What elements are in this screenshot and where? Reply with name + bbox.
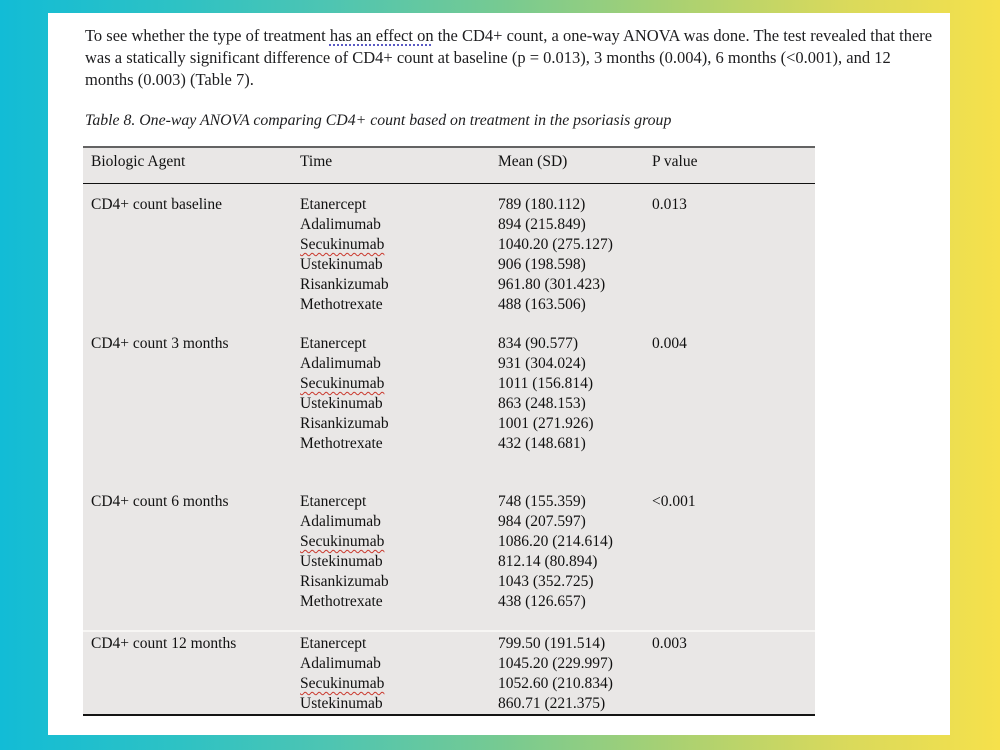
mean-sd-value: 1011 (156.814) bbox=[498, 375, 593, 392]
treatment-name: Secukinumab bbox=[300, 235, 490, 255]
table-header-row: Biologic Agent Time Mean (SD) P value bbox=[83, 148, 815, 184]
mean-sd-value: 860.71 (221.375) bbox=[498, 695, 606, 712]
paragraph-text-before: To see whether the type of treatment bbox=[85, 26, 330, 45]
treatment-name: Risankizumab bbox=[300, 573, 389, 590]
section-label: CD4+ count 12 months bbox=[91, 635, 237, 652]
document-page: To see whether the type of treatment has… bbox=[48, 13, 950, 735]
treatment-name: Ustekinumab bbox=[300, 395, 383, 412]
mean-sd-value: 748 (155.359) bbox=[498, 493, 586, 510]
treatment-name: Etanercept bbox=[300, 196, 367, 213]
section-label: CD4+ count 6 months bbox=[91, 493, 229, 510]
treatment-name: Adalimumab bbox=[300, 655, 381, 672]
paragraph-text-after: the CD4+ count, a one-way ANOVA was done… bbox=[85, 26, 933, 89]
treatment-name: Etanercept bbox=[300, 493, 367, 510]
header-p-value: P value bbox=[652, 153, 698, 170]
header-time: Time bbox=[300, 153, 333, 170]
table-section-12-months: CD4+ count 12 months Etanercept Adalimum… bbox=[83, 630, 815, 714]
mean-sd-value: 984 (207.597) bbox=[498, 513, 586, 530]
section-label: CD4+ count baseline bbox=[91, 196, 222, 213]
mean-sd-value: 438 (126.657) bbox=[498, 593, 586, 610]
treatment-name: Etanercept bbox=[300, 335, 367, 352]
misspelled-word: Secukinumab bbox=[300, 533, 385, 550]
table-caption: Table 8. One-way ANOVA comparing CD4+ co… bbox=[85, 112, 672, 129]
header-biologic-agent: Biologic Agent bbox=[91, 153, 186, 170]
mean-sd-value: 1052.60 (210.834) bbox=[498, 675, 613, 692]
misspelled-word: Secukinumab bbox=[300, 675, 385, 692]
grammar-flagged-phrase: has an effect on bbox=[329, 26, 434, 45]
mean-sd-value: 863 (248.153) bbox=[498, 395, 586, 412]
mean-sd-value: 931 (304.024) bbox=[498, 355, 586, 372]
mean-sd-value: 834 (90.577) bbox=[498, 335, 579, 352]
misspelled-word: Secukinumab bbox=[300, 375, 385, 392]
table-section-3-months: CD4+ count 3 months Etanercept Adalimuma… bbox=[83, 334, 815, 454]
treatment-name: Secukinumab bbox=[300, 374, 490, 394]
treatment-name: Adalimumab bbox=[300, 216, 381, 233]
treatment-name: Adalimumab bbox=[300, 355, 381, 372]
mean-sd-value: 812.14 (80.894) bbox=[498, 553, 598, 570]
treatment-name: Methotrexate bbox=[300, 296, 383, 313]
mean-sd-value: 799.50 (191.514) bbox=[498, 635, 606, 652]
p-value: 0.003 bbox=[652, 635, 687, 652]
treatment-name: Etanercept bbox=[300, 635, 367, 652]
p-value: <0.001 bbox=[652, 493, 696, 510]
treatment-name: Ustekinumab bbox=[300, 695, 383, 712]
section-label: CD4+ count 3 months bbox=[91, 335, 229, 352]
treatment-name: Methotrexate bbox=[300, 593, 383, 610]
header-mean-sd: Mean (SD) bbox=[498, 153, 568, 170]
mean-sd-value: 1086.20 (214.614) bbox=[498, 533, 613, 550]
mean-sd-value: 906 (198.598) bbox=[498, 256, 586, 273]
p-value: 0.013 bbox=[652, 196, 687, 213]
treatment-name: Adalimumab bbox=[300, 513, 381, 530]
mean-sd-value: 488 (163.506) bbox=[498, 296, 586, 313]
mean-sd-value: 789 (180.112) bbox=[498, 196, 586, 213]
treatment-name: Risankizumab bbox=[300, 415, 389, 432]
anova-table: Biologic Agent Time Mean (SD) P value CD… bbox=[83, 146, 815, 716]
table-section-6-months: CD4+ count 6 months Etanercept Adalimuma… bbox=[83, 492, 815, 612]
treatment-name: Ustekinumab bbox=[300, 553, 383, 570]
table-section-baseline: CD4+ count baseline Etanercept Adalimuma… bbox=[83, 184, 815, 315]
intro-paragraph: To see whether the type of treatment has… bbox=[85, 25, 941, 91]
mean-sd-value: 1045.20 (229.997) bbox=[498, 655, 613, 672]
mean-sd-value: 1043 (352.725) bbox=[498, 573, 594, 590]
treatment-name: Methotrexate bbox=[300, 435, 383, 452]
treatment-name: Secukinumab bbox=[300, 532, 490, 552]
mean-sd-value: 894 (215.849) bbox=[498, 216, 586, 233]
misspelled-word: Secukinumab bbox=[300, 236, 385, 253]
treatment-name: Ustekinumab bbox=[300, 256, 383, 273]
mean-sd-value: 432 (148.681) bbox=[498, 435, 586, 452]
mean-sd-value: 961.80 (301.423) bbox=[498, 276, 606, 293]
mean-sd-value: 1040.20 (275.127) bbox=[498, 236, 613, 253]
treatment-name: Risankizumab bbox=[300, 276, 389, 293]
treatment-name: Secukinumab bbox=[300, 674, 490, 694]
mean-sd-value: 1001 (271.926) bbox=[498, 415, 594, 432]
p-value: 0.004 bbox=[652, 335, 687, 352]
